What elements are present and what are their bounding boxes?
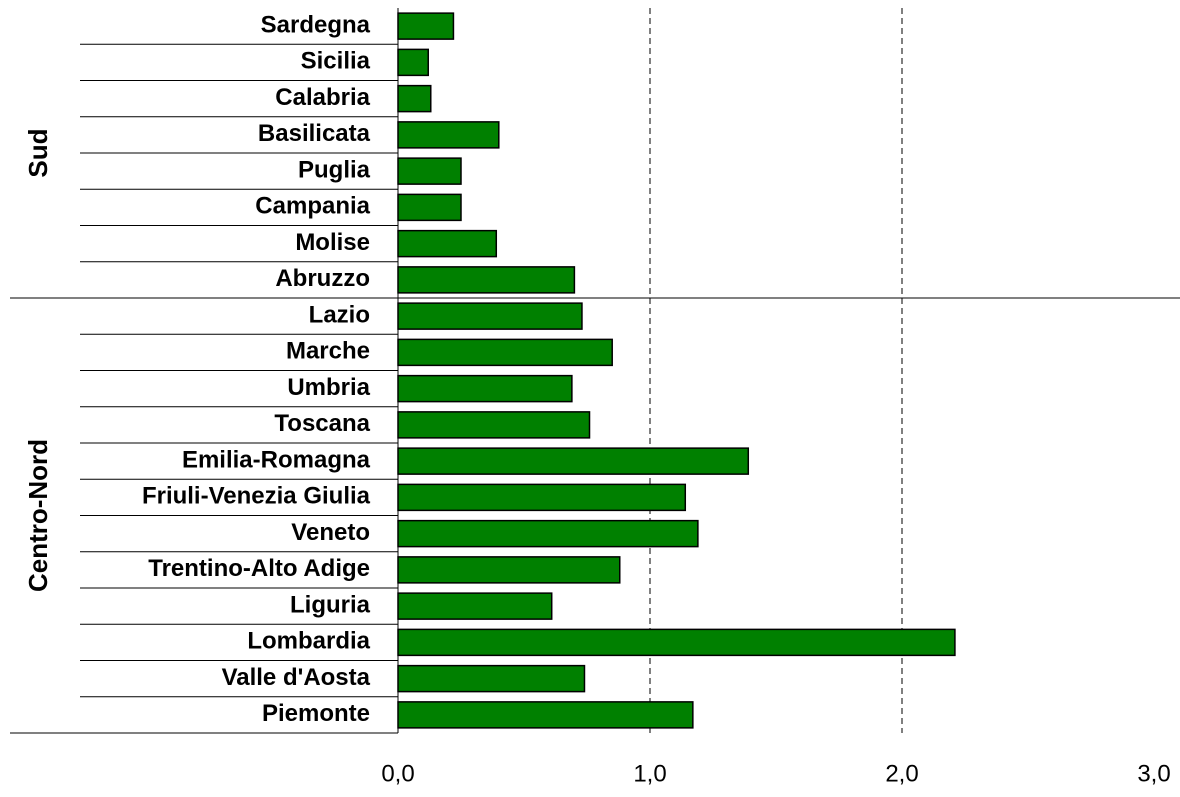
y-tick-label: Basilicata: [258, 120, 371, 147]
y-tick-label: Veneto: [291, 519, 370, 546]
group-label: Centro-Nord: [23, 439, 53, 592]
x-tick-label: 0,0: [381, 760, 414, 787]
bar: [397, 157, 462, 185]
bar: [397, 483, 687, 512]
y-tick-label: Valle d'Aosta: [222, 664, 371, 691]
y-tick-label: Sardegna: [261, 11, 371, 38]
y-tick-label: Lazio: [309, 301, 370, 328]
y-tick-label: Emilia-Romagna: [182, 446, 371, 473]
bar: [397, 338, 613, 367]
y-tick-label: Molise: [295, 229, 370, 256]
y-tick-label: Liguria: [290, 591, 371, 618]
bar: [397, 447, 750, 475]
bar: [397, 193, 462, 222]
bar: [397, 519, 699, 548]
y-tick-label: Trentino-Alto Adige: [148, 555, 370, 582]
x-tick-label: 3,0: [1137, 760, 1170, 787]
y-tick-label: Sicilia: [301, 48, 371, 75]
y-tick-label: Friuli-Venezia Giulia: [142, 483, 371, 510]
bar: [397, 266, 576, 294]
bar: [397, 701, 694, 729]
bar: [397, 302, 583, 330]
bar: [397, 664, 586, 693]
bar: [397, 374, 573, 403]
y-tick-label: Campania: [255, 193, 370, 220]
bar: [397, 556, 621, 584]
y-tick-label: Abruzzo: [275, 265, 370, 292]
y-tick-label: Umbria: [287, 374, 370, 401]
x-tick-label: 1,0: [633, 760, 666, 787]
y-tick-label: Toscana: [274, 410, 370, 437]
bar: [397, 592, 553, 620]
bar: [397, 84, 432, 113]
y-tick-label: Puglia: [298, 156, 371, 183]
group-label: Sud: [23, 128, 53, 177]
bar: [397, 411, 591, 439]
y-tick-label: Calabria: [275, 84, 370, 111]
y-tick-label: Lombardia: [247, 628, 370, 655]
x-tick-label: 2,0: [885, 760, 918, 787]
y-tick-label: Marche: [286, 338, 370, 365]
bar: [397, 121, 500, 149]
y-tick-label: Piemonte: [262, 700, 370, 727]
bar: [397, 229, 498, 258]
bar: [397, 12, 455, 40]
bar: [397, 628, 956, 657]
bar: [397, 48, 429, 77]
